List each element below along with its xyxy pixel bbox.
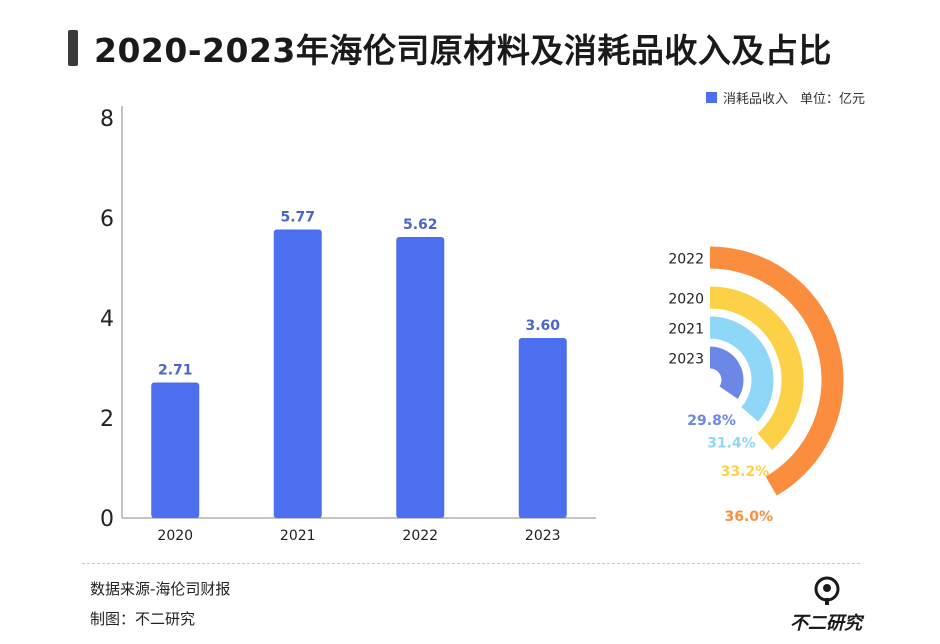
radial-category-label: 2021 bbox=[668, 322, 704, 338]
bar bbox=[518, 338, 567, 518]
radial-bar bbox=[709, 286, 804, 450]
footer-divider bbox=[82, 563, 860, 564]
radial-category-label: 2020 bbox=[668, 292, 704, 308]
bar-value-label: 2.71 bbox=[158, 363, 193, 379]
bar-value-label: 5.77 bbox=[280, 210, 315, 226]
y-tick-label: 6 bbox=[100, 207, 114, 232]
x-tick-label: 2022 bbox=[402, 528, 438, 544]
x-tick-label: 2020 bbox=[157, 528, 193, 544]
radial-bar bbox=[709, 246, 844, 496]
y-tick-label: 2 bbox=[100, 407, 114, 432]
legend-series-label: 消耗品收入 bbox=[723, 92, 789, 107]
x-tick-label: 2021 bbox=[280, 528, 316, 544]
y-tick-label: 0 bbox=[100, 507, 114, 532]
x-tick-label: 2023 bbox=[525, 528, 561, 544]
legend-unit: 单位：亿元 bbox=[800, 92, 866, 107]
brand-logo: 不二研究 bbox=[776, 576, 876, 634]
bar bbox=[151, 382, 200, 518]
bar bbox=[396, 237, 445, 518]
logo-text: 不二研究 bbox=[790, 613, 862, 634]
y-tick-label: 8 bbox=[100, 107, 114, 132]
radial-bar bbox=[709, 346, 744, 399]
title-accent-bar bbox=[68, 30, 78, 66]
data-source: 数据来源-海伦司财报 bbox=[90, 580, 231, 598]
radial-bar bbox=[709, 316, 774, 422]
radial-value-label: 33.2% bbox=[721, 464, 770, 480]
radial-value-label: 31.4% bbox=[707, 436, 756, 452]
legend-swatch bbox=[706, 92, 717, 103]
bar-value-label: 3.60 bbox=[525, 318, 560, 334]
bar-value-label: 5.62 bbox=[403, 217, 438, 233]
page-title: 2020-2023年海伦司原材料及消耗品收入及占比 bbox=[94, 31, 832, 70]
chart-maker: 制图：不二研究 bbox=[90, 610, 196, 628]
bar bbox=[273, 229, 322, 518]
logo-icon bbox=[814, 576, 840, 605]
radial-value-label: 29.8% bbox=[687, 413, 736, 429]
radial-category-label: 2022 bbox=[668, 252, 704, 268]
legend: 消耗品收入 单位：亿元 bbox=[706, 88, 865, 107]
radial-value-label: 36.0% bbox=[725, 509, 774, 525]
y-tick-label: 4 bbox=[100, 307, 114, 332]
radial-category-label: 2023 bbox=[668, 352, 704, 368]
